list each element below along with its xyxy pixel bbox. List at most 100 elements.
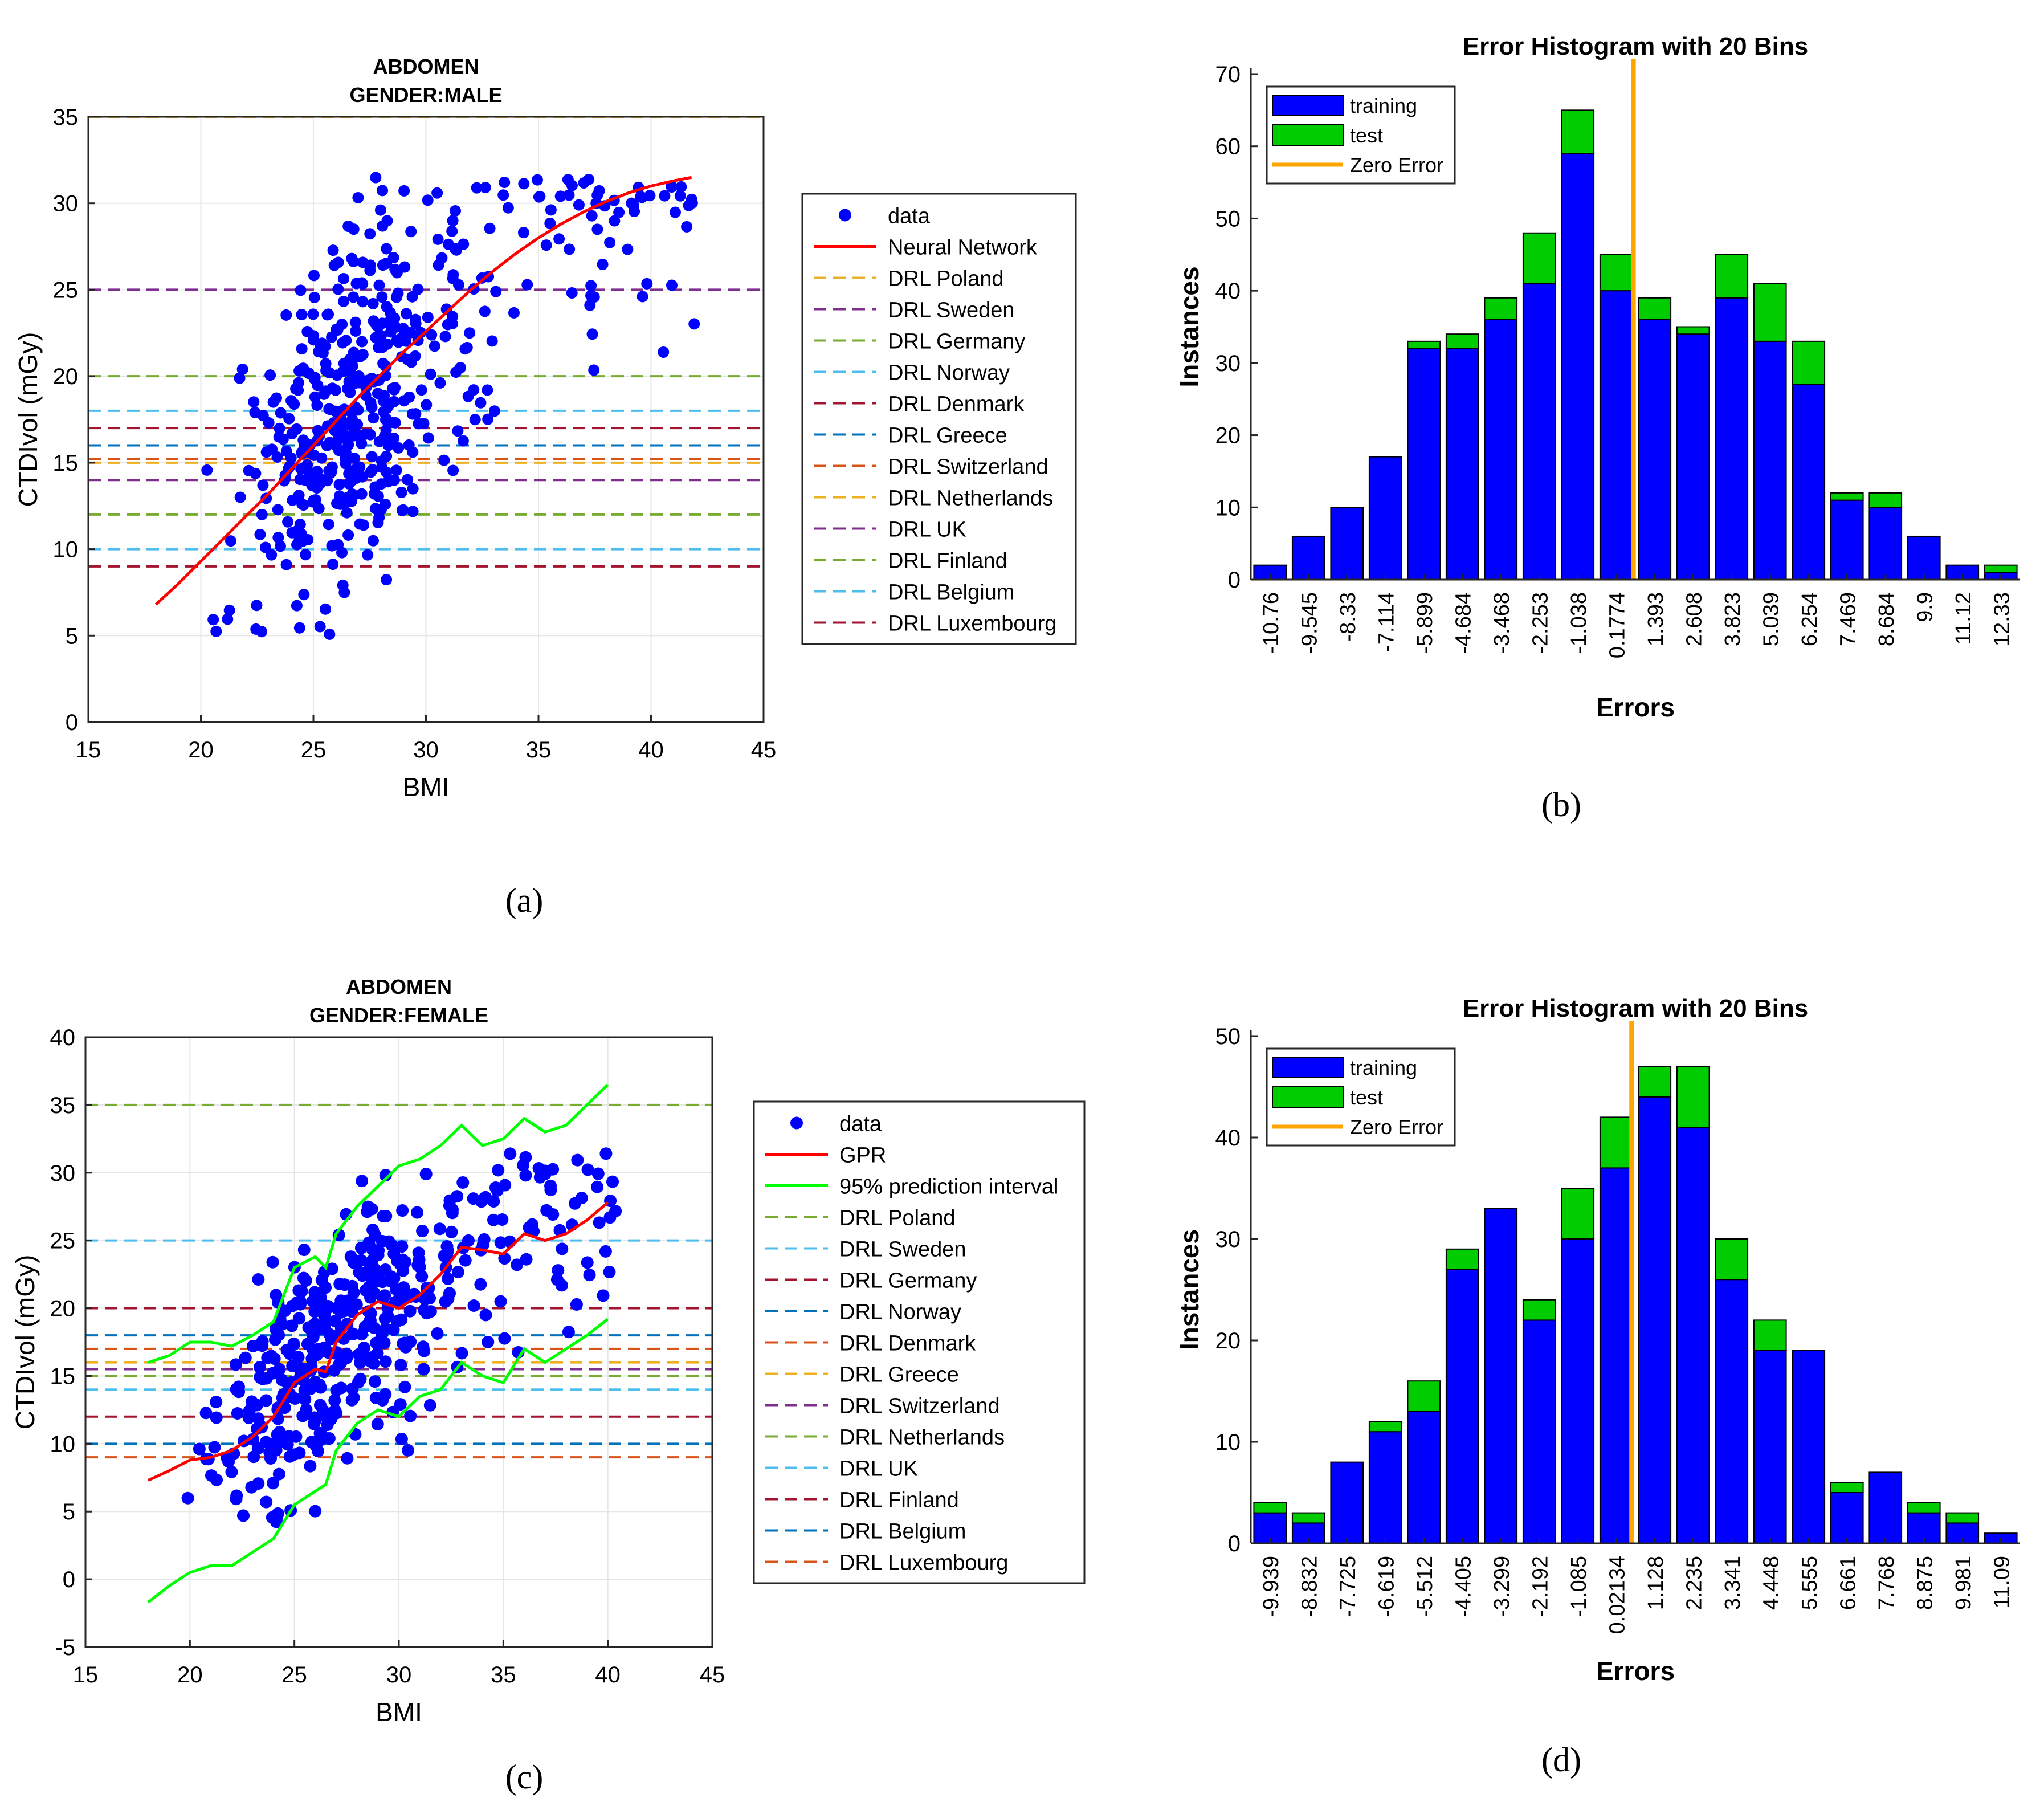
- data-point: [455, 362, 467, 374]
- data-point: [205, 1469, 218, 1482]
- data-point: [367, 1357, 380, 1370]
- bar-test: [1830, 492, 1864, 501]
- bar-test: [1945, 1512, 1980, 1524]
- bar-test: [1407, 340, 1441, 349]
- data-point: [325, 466, 337, 478]
- legend-label: DRL Luxembourg: [888, 612, 1056, 636]
- data-point: [456, 1176, 470, 1189]
- data-point: [331, 498, 343, 509]
- data-point: [423, 1399, 436, 1412]
- data-point: [461, 341, 473, 353]
- legend-label: DRL Sweden: [839, 1238, 966, 1262]
- bar-training: [1407, 348, 1441, 580]
- data-point: [556, 1242, 569, 1255]
- data-point: [297, 434, 309, 446]
- data-point: [321, 1299, 334, 1312]
- data-point: [359, 1284, 372, 1297]
- data-point: [346, 1327, 359, 1340]
- data-point: [266, 1367, 279, 1380]
- data-point: [438, 454, 450, 466]
- data-point: [301, 1338, 314, 1351]
- data-point: [208, 1441, 221, 1454]
- x-tick-label: -8.832: [1298, 1556, 1321, 1617]
- data-point: [325, 1262, 338, 1275]
- x-tick-label: -7.114: [1374, 592, 1398, 652]
- data-point: [296, 498, 308, 510]
- bar-training: [1676, 1127, 1710, 1544]
- data-point: [581, 1256, 594, 1269]
- y-tick-label: 5: [63, 1499, 75, 1524]
- data-points: [181, 1147, 622, 1528]
- data-point: [296, 343, 308, 355]
- data-point: [260, 492, 272, 504]
- caption-a: (a): [505, 882, 544, 919]
- data-point: [332, 283, 344, 295]
- x-tick-label: 30: [413, 737, 439, 763]
- legend-label: DRL Switzerland: [888, 455, 1048, 479]
- data-point: [599, 1245, 612, 1258]
- y-tick-label: 50: [1215, 206, 1241, 231]
- bar-training: [1445, 1269, 1479, 1544]
- x-tick-label: 9.9: [1913, 592, 1937, 622]
- data-point: [396, 1204, 409, 1217]
- data-point: [314, 621, 326, 633]
- data-point: [344, 386, 356, 398]
- data-point: [341, 507, 353, 519]
- x-tick-label: -1.085: [1567, 1556, 1591, 1617]
- bar-test: [1638, 1066, 1672, 1098]
- data-point: [442, 238, 454, 250]
- data-point: [476, 272, 488, 284]
- data-point: [519, 1151, 532, 1164]
- data-point: [356, 1175, 369, 1188]
- data-point: [459, 1254, 472, 1267]
- legend-swatch-training: [1272, 95, 1344, 116]
- y-tick-label: 30: [1215, 351, 1241, 376]
- data-point: [338, 1278, 352, 1291]
- bar-test: [1291, 1512, 1325, 1524]
- y-tick-label: 25: [50, 1229, 76, 1254]
- data-point: [388, 474, 400, 486]
- data-point: [272, 504, 284, 516]
- x-tick-label: 4.448: [1759, 1556, 1783, 1610]
- bar-training: [1715, 297, 1749, 580]
- x-tick-label: -10.76: [1259, 592, 1283, 654]
- data-point: [356, 438, 368, 450]
- y-tick-label: 40: [1215, 1126, 1241, 1151]
- data-point: [311, 1445, 324, 1458]
- data-point: [269, 1333, 282, 1346]
- data-point: [368, 488, 380, 500]
- x-tick-label: 3.823: [1721, 592, 1745, 646]
- bar-training: [1522, 1319, 1556, 1544]
- bar-training: [1830, 499, 1864, 580]
- data-point: [401, 308, 413, 320]
- data-point: [289, 1430, 303, 1443]
- data-point: [364, 264, 376, 276]
- data-point: [364, 228, 376, 240]
- data-point: [236, 364, 248, 376]
- data-point: [380, 1210, 393, 1223]
- bar-test: [1753, 1319, 1787, 1351]
- data-point: [287, 494, 299, 506]
- legend-swatch-test: [1272, 124, 1344, 146]
- data-point: [385, 326, 397, 338]
- legend-label: GPR: [839, 1144, 886, 1168]
- bar-training: [1407, 1411, 1441, 1544]
- data-point: [447, 215, 459, 227]
- data-point: [357, 1342, 370, 1355]
- data-point: [358, 1320, 372, 1333]
- data-point: [249, 406, 261, 418]
- data-point: [288, 398, 300, 410]
- data-point: [597, 1289, 610, 1302]
- bar-training: [1792, 384, 1826, 580]
- data-point: [479, 182, 491, 194]
- data-point: [484, 222, 496, 234]
- data-point: [274, 422, 285, 434]
- data-point: [666, 279, 678, 291]
- data-point: [583, 173, 595, 185]
- data-point: [252, 1273, 265, 1286]
- bar-training: [1445, 348, 1479, 580]
- data-point: [492, 1164, 505, 1177]
- data-point: [384, 307, 396, 319]
- data-point: [324, 403, 336, 415]
